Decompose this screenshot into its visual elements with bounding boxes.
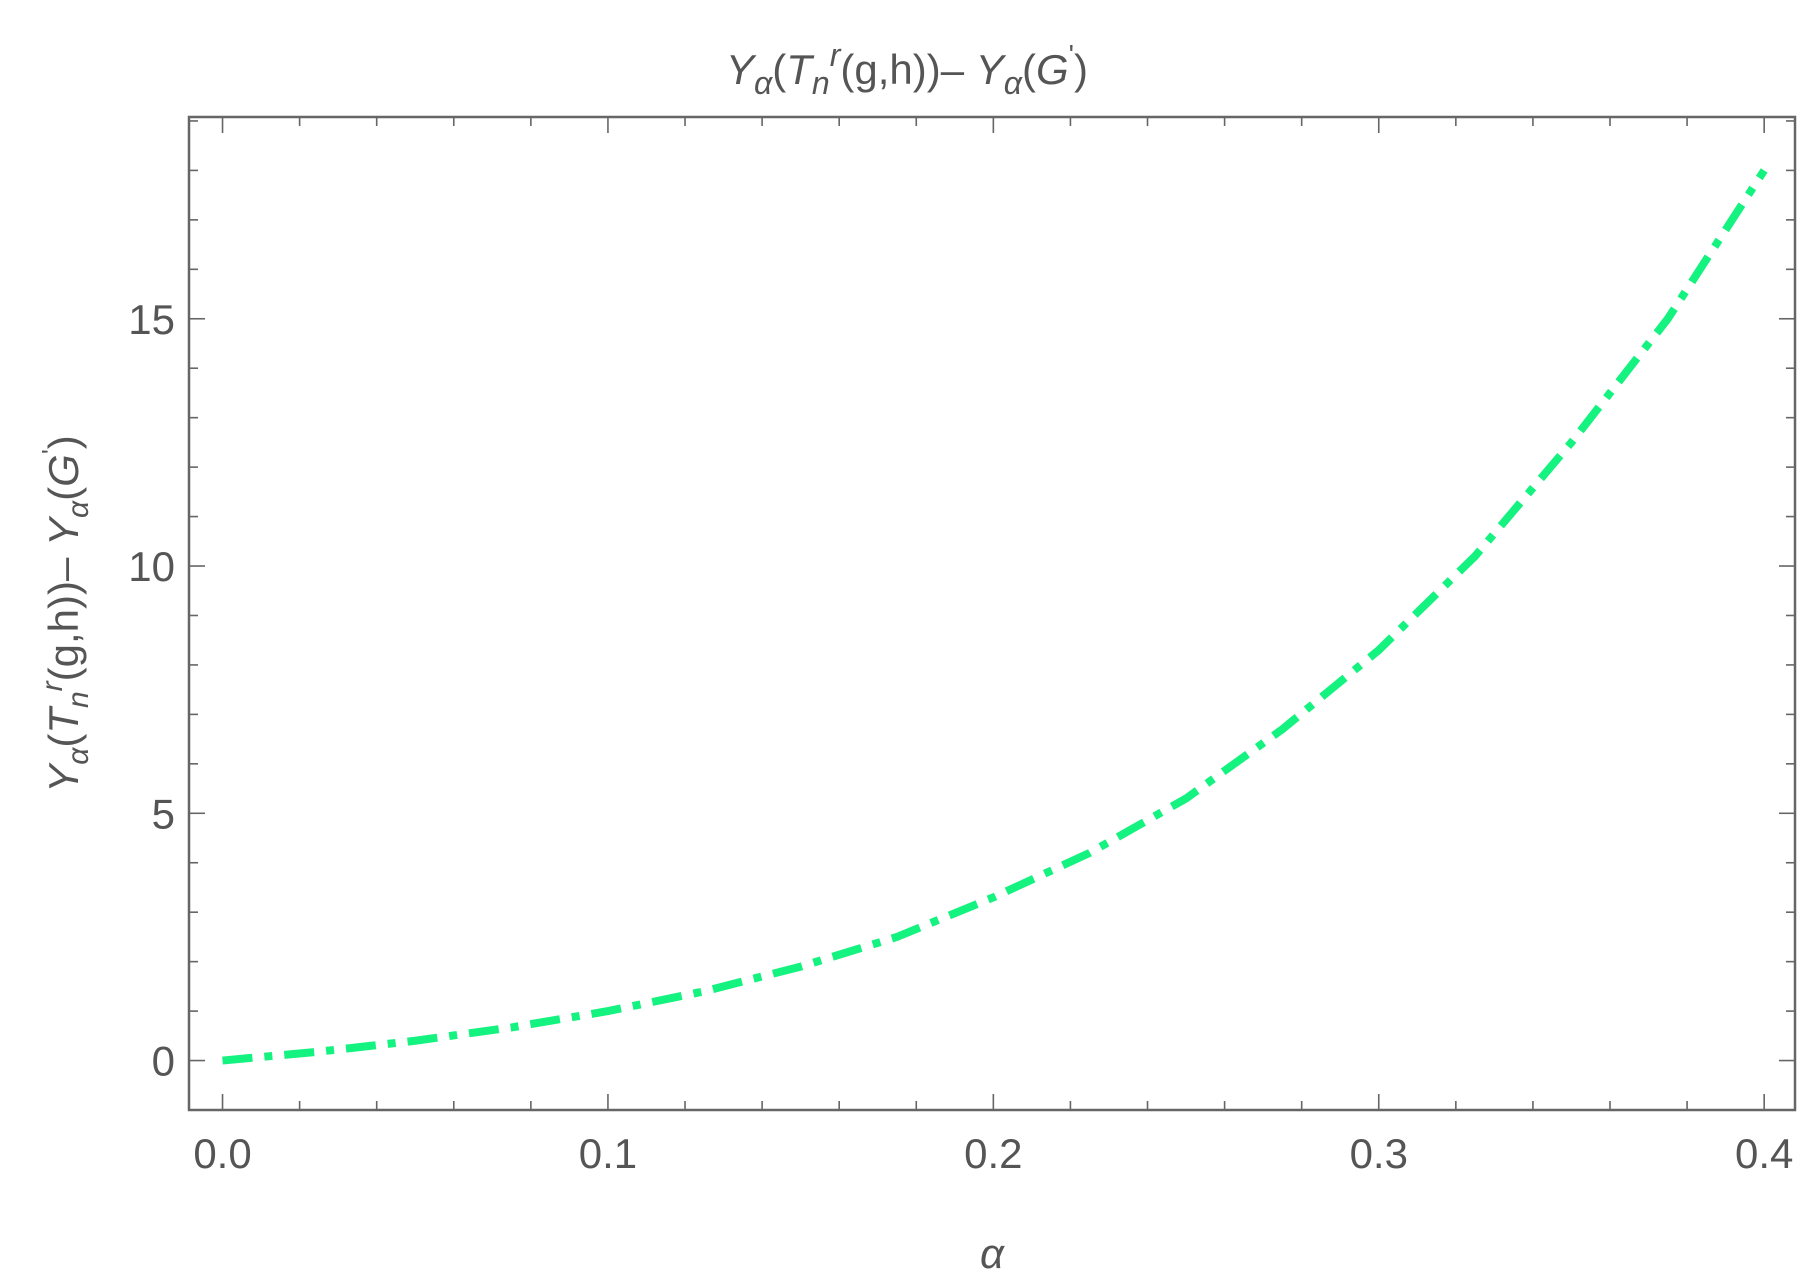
- y-tick-label: 15: [128, 296, 175, 343]
- ylabel-part: ': [36, 449, 66, 454]
- title-part: ): [1074, 46, 1088, 93]
- ylabel-part: (: [40, 734, 87, 748]
- ylabel-part: ): [40, 435, 87, 449]
- title-part: α: [1004, 65, 1023, 101]
- x-tick-label: 0.4: [1735, 1130, 1793, 1177]
- ylabel-part: α: [62, 747, 95, 765]
- title-part: (: [1022, 46, 1036, 93]
- ylabel-part: α: [62, 500, 95, 518]
- title-part: r: [830, 37, 842, 73]
- y-tick-label: 5: [152, 790, 175, 837]
- ylabel-part: G: [40, 454, 87, 487]
- title-part: G: [1036, 46, 1069, 93]
- x-tick-label: 0.3: [1350, 1130, 1408, 1177]
- ylabel-part: Y: [40, 515, 87, 546]
- y-tick-label: 10: [128, 543, 175, 590]
- ylabel-part: r: [36, 680, 69, 691]
- data-line: [222, 168, 1768, 1065]
- x-tick-label: 0.1: [579, 1130, 637, 1177]
- ylabel-part: (g,h))–: [40, 546, 87, 681]
- title-part: n: [812, 65, 830, 101]
- title-part: T: [786, 46, 815, 93]
- chart-title: Yα(Tnr(g,h))– Yα(G'): [726, 37, 1088, 101]
- title-part: (g,h))–: [840, 46, 975, 93]
- title-part: Y: [726, 46, 757, 93]
- y-axis-label: Yα(Tnr(g,h))– Yα(G'): [36, 435, 95, 793]
- title-part: Y: [976, 46, 1007, 93]
- title-part: ': [1069, 39, 1074, 70]
- x-axis-label: α: [980, 1230, 1005, 1277]
- ylabel-part: n: [62, 691, 95, 708]
- plot-frame: [187, 115, 1797, 1112]
- x-tick-label: 0.0: [193, 1130, 251, 1177]
- x-tick-label: 0.2: [964, 1130, 1022, 1177]
- title-part: (: [772, 46, 786, 93]
- ylabel-part: T: [40, 705, 87, 734]
- ylabel-part: (: [40, 487, 87, 501]
- ylabel-part: Y: [40, 762, 87, 793]
- title-part: α: [754, 65, 773, 101]
- y-tick-label: 0: [152, 1038, 175, 1085]
